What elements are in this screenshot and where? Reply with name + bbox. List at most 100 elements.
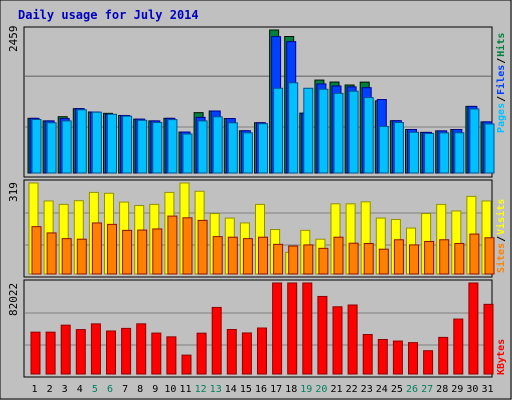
pages-bar [227,122,238,174]
sites-bar [182,217,193,275]
sites-bar [469,233,480,275]
pages-bar [107,113,117,174]
pages-bar [212,116,223,174]
pages-bar [91,111,102,174]
kbytes-bar [408,342,418,375]
sites-bar [76,238,87,275]
pages-bar [167,119,178,174]
kbytes-bar [257,327,267,375]
pages-bar [363,97,374,174]
x-tick-label: 13 [210,384,222,395]
sites-bar [152,228,163,275]
x-tick-label: 26 [406,384,418,395]
sites-bar [454,242,465,275]
visits-max-label: 319 [7,182,20,202]
kbytes-bar [332,306,343,375]
sites-bar [333,236,344,275]
kbytes-max-label: 82022 [7,283,20,316]
sites-bar [393,239,404,275]
sites-bar [439,239,450,275]
x-tick-label: 5 [92,384,98,395]
x-tick-label: 4 [77,384,83,395]
x-tick-label: 6 [107,384,113,395]
kbytes-bar [347,304,358,375]
kbytes-bar [211,306,222,375]
kbytes-bar [453,318,464,375]
sites-bar [122,229,133,275]
kbytes-bar [317,295,328,375]
x-tick-label: 30 [466,384,478,395]
sites-bar [197,219,208,275]
pages-bar [424,133,435,174]
pages-bar [454,132,465,174]
sites-bar [484,237,495,275]
x-tick-label: 15 [240,384,252,395]
pages-bar [242,132,253,174]
legend-sites: Sites [495,243,507,273]
x-tick-label: 11 [179,384,191,395]
sites-bar [107,223,117,275]
legend-sep: / [496,96,507,102]
x-tick-label: 10 [164,384,176,395]
x-tick-label: 25 [391,384,403,395]
kbytes-bar [438,336,449,375]
kbytes-legend: KBytes [496,339,507,375]
x-tick-label: 22 [346,384,358,395]
x-tick-label: 29 [451,384,463,395]
x-tick-label: 2 [47,384,53,395]
legend-kbytes: KBytes [496,339,507,375]
x-tick-label: 16 [255,384,267,395]
x-tick-label: 21 [330,384,342,395]
x-axis-labels: 1 2 3 4 5 6 7 8 9 10 11 12 13 14 15 16 17 18 19 20 21 22 23 24 2… [31,384,493,395]
legend-visits: Visits [495,199,507,235]
pages-bar [76,109,87,174]
hits-max-label: 2459 [7,26,20,53]
kbytes-bar [181,354,192,375]
x-tick-label: 19 [300,384,312,395]
legend-hits: Hits [495,33,507,57]
sites-bar [424,240,435,275]
x-tick-label: 1 [31,384,37,395]
pages-bar [258,123,268,174]
sites-bar [348,242,359,275]
x-tick-label: 8 [137,384,143,395]
pages-bar [318,88,329,174]
kbytes-bar [121,327,132,375]
pages-bar [61,120,72,174]
legend-pages: Pages [496,103,507,133]
sites-bar [288,245,299,275]
pages-bar [378,125,389,174]
pages-bar [197,120,208,174]
sites-bar [167,215,178,275]
x-tick-label: 14 [225,384,237,395]
kbytes-bar [272,282,283,375]
sites-bar [212,236,223,275]
sites-bar [46,232,57,275]
kbytes-bar [468,282,479,375]
kbytes-bar [75,329,86,375]
sites-bar [273,243,284,275]
sites-bar [61,238,72,275]
kbytes-bar [483,303,494,375]
legend-group: Pages/Files/Hits [495,33,507,133]
kbytes-bar [377,338,388,375]
x-tick-label: 20 [315,384,327,395]
kbytes-bar [196,332,207,375]
hits-legend: Pages/Files/Hits [495,33,507,133]
pages-bar [484,123,495,174]
kbytes-bar [166,336,177,375]
x-tick-label: 31 [481,384,493,395]
kbytes-bar [362,334,373,375]
sites-bar [303,244,314,275]
pages-bar [333,92,344,174]
kbytes-bar [392,340,403,375]
pages-bar [137,119,148,174]
x-tick-label: 3 [62,384,68,395]
hits-panel-frame [23,26,493,178]
kbytes-bar [60,324,71,375]
kbytes-bar [30,331,41,375]
x-tick-label: 9 [152,384,158,395]
x-tick-label: 24 [376,384,388,395]
pages-bar [439,132,450,174]
kbytes-bar [302,282,313,375]
